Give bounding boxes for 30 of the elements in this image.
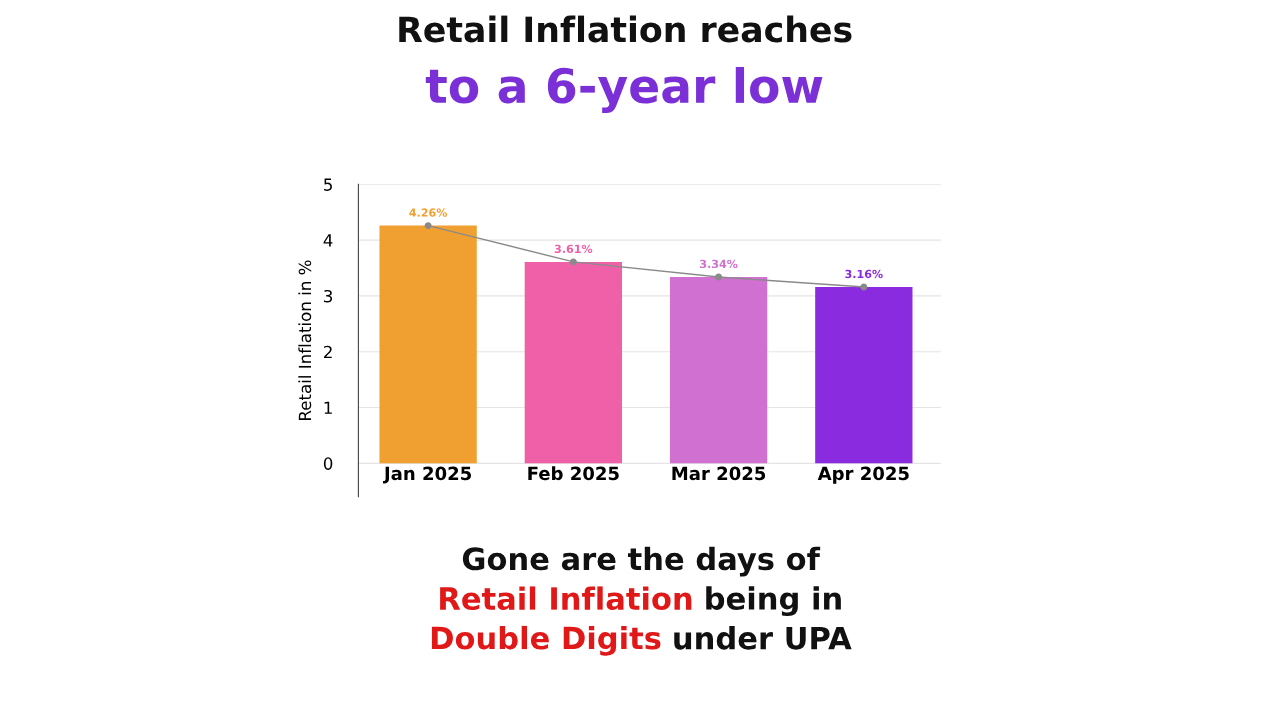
y-tick-label: 5 bbox=[324, 178, 332, 191]
bar bbox=[379, 225, 477, 464]
text: under UPA bbox=[674, 626, 852, 650]
data-label: 4.26% bbox=[409, 208, 448, 217]
y-tick-label: 3 bbox=[324, 289, 333, 303]
y-axis-title: Retail Inflation in % bbox=[298, 260, 312, 420]
y-tick-label: 0 bbox=[323, 457, 333, 470]
x-tick-label: Mar 2025 bbox=[672, 466, 766, 481]
chart-title: Retail Inflation reaches bbox=[399, 15, 852, 43]
bar bbox=[669, 276, 768, 464]
data-label: 3.34% bbox=[700, 259, 738, 269]
point bbox=[569, 258, 577, 266]
data-label: 3.61% bbox=[554, 244, 593, 254]
text: Retail Inflation bbox=[440, 586, 692, 611]
y-tick-label: 2 bbox=[324, 345, 332, 359]
point bbox=[715, 273, 723, 281]
y-tick-label: 4 bbox=[323, 234, 333, 247]
x-tick-label: Apr 2025 bbox=[817, 466, 909, 484]
text: being in bbox=[706, 586, 841, 617]
point bbox=[424, 222, 432, 230]
data-label: 3.16% bbox=[845, 269, 883, 279]
x-tick-label: Feb 2025 bbox=[528, 466, 619, 481]
text: Double Digits bbox=[431, 625, 661, 656]
x-tick-label: Jan 2025 bbox=[382, 466, 471, 484]
point bbox=[860, 283, 868, 291]
bar bbox=[524, 261, 623, 464]
y-tick-label: 1 bbox=[324, 401, 332, 414]
chart-subtitle: to a 6-year low bbox=[425, 66, 823, 114]
text: Gone are the days of bbox=[462, 546, 821, 577]
bar bbox=[815, 286, 913, 464]
